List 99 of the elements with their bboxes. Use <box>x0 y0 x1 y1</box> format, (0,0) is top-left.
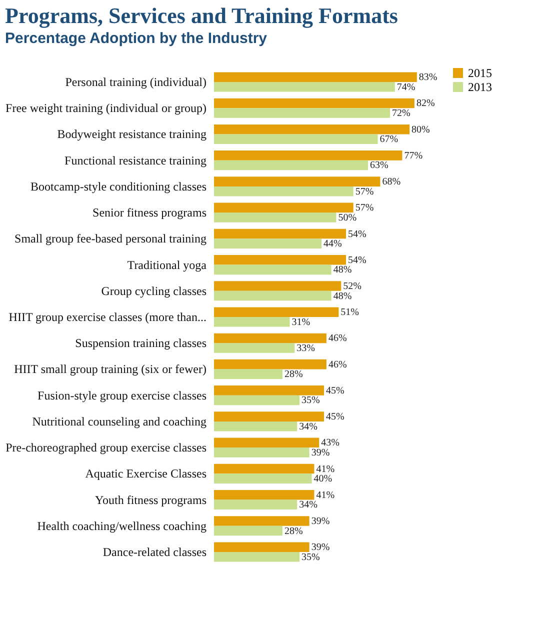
bar <box>214 412 324 422</box>
y-tick-label: Bootcamp-style conditioning classes <box>30 179 207 194</box>
data-label: 48% <box>333 290 352 302</box>
data-label: 77% <box>404 150 423 162</box>
bar <box>214 124 410 134</box>
bar <box>214 386 324 396</box>
bar <box>214 98 414 108</box>
data-label: 34% <box>299 421 318 432</box>
bar <box>214 438 320 448</box>
data-label: 39% <box>311 447 330 458</box>
data-label: 83% <box>418 72 438 84</box>
data-label: 72% <box>392 108 410 120</box>
data-label: 54% <box>348 254 366 266</box>
bar <box>214 108 390 118</box>
bar <box>214 343 295 353</box>
y-tick-label: Health coaching/wellness coaching <box>37 518 206 533</box>
bar <box>214 176 380 186</box>
y-tick-label: Pre-choreographed group exercise classes <box>6 440 207 455</box>
bar <box>214 281 342 291</box>
legend-label: 2013 <box>468 80 492 94</box>
bar <box>214 359 326 370</box>
bar <box>214 264 332 275</box>
bar <box>214 82 395 92</box>
data-label: 74% <box>396 82 416 93</box>
bar <box>214 395 300 406</box>
y-tick-label: Nutritional counseling and coaching <box>32 414 206 428</box>
data-label: 35% <box>302 552 320 563</box>
data-label: 28% <box>284 526 303 537</box>
data-label: 67% <box>380 134 398 146</box>
bar <box>214 464 314 474</box>
legend-label: 2015 <box>468 66 492 80</box>
data-label: 39% <box>311 542 330 554</box>
data-label: 54% <box>348 228 366 240</box>
data-label: 51% <box>340 307 360 318</box>
y-tick-label: Bodyweight resistance training <box>57 127 206 142</box>
bar <box>214 134 378 144</box>
y-tick-label: Group cycling classes <box>101 284 207 298</box>
chart-subtitle: Percentage Adoption by the Industry <box>5 30 268 47</box>
y-tick-label: Aquatic Exercise Classes <box>85 466 207 481</box>
data-label: 35% <box>302 395 320 406</box>
data-label: 57% <box>355 186 374 198</box>
bar <box>214 526 282 536</box>
data-label: 41% <box>316 490 335 501</box>
bar <box>214 369 282 380</box>
bar <box>214 160 368 170</box>
y-tick-label: Fusion-style group exercise classes <box>38 388 207 402</box>
bar <box>214 317 290 327</box>
bar <box>214 290 332 301</box>
y-tick-label: Senior fitness programs <box>92 206 207 220</box>
data-label: 31% <box>292 316 310 328</box>
bar <box>214 238 322 248</box>
y-tick-label: Personal training (individual) <box>65 75 206 90</box>
y-tick-label: Youth fitness programs <box>95 492 207 507</box>
y-tick-label: Functional resistance training <box>64 153 206 168</box>
data-label: 41% <box>316 464 335 475</box>
data-label: 46% <box>328 359 347 370</box>
data-label: 45% <box>326 385 344 396</box>
y-tick-label: Small group fee-based personal training <box>14 232 206 246</box>
y-tick-label: HIIT small group training (six or fewer) <box>14 362 206 376</box>
data-label: 44% <box>324 238 342 250</box>
data-label: 28% <box>284 369 303 380</box>
y-tick-label: Suspension training classes <box>75 336 207 350</box>
data-label: 45% <box>326 412 344 423</box>
data-label: 46% <box>328 333 347 344</box>
bar <box>214 448 310 458</box>
y-tick-label: HIIT group exercise classes (more than... <box>8 310 206 324</box>
bar <box>214 552 300 562</box>
data-label: 48% <box>333 264 352 276</box>
y-tick-label: Free weight training (individual or group) <box>6 101 207 116</box>
y-tick-label: Dance-related classes <box>102 544 207 559</box>
bar <box>214 474 312 484</box>
bar <box>214 542 310 552</box>
bar <box>214 72 417 82</box>
bar <box>214 254 346 265</box>
data-label: 34% <box>299 500 318 511</box>
bar <box>214 202 354 213</box>
bar <box>214 490 314 500</box>
data-label: 63% <box>370 160 388 172</box>
bar <box>214 421 298 432</box>
data-label: 57% <box>355 202 374 214</box>
bar <box>214 500 298 510</box>
bar <box>214 212 336 222</box>
data-label: 40% <box>314 474 332 485</box>
bar <box>214 516 310 526</box>
chart-title: Programs, Services and Training Formats <box>5 3 398 28</box>
data-label: 80% <box>412 124 430 136</box>
data-label: 68% <box>382 176 401 188</box>
data-label: 82% <box>416 98 435 110</box>
data-label: 50% <box>338 212 357 224</box>
bar <box>214 333 326 344</box>
data-label: 52% <box>343 280 362 292</box>
bar <box>214 150 402 160</box>
data-label: 43% <box>321 438 340 449</box>
data-label: 33% <box>296 343 316 354</box>
data-label: 39% <box>311 516 330 527</box>
bar <box>214 307 339 317</box>
bar <box>214 228 346 239</box>
bar <box>214 186 354 196</box>
y-tick-label: Traditional yoga <box>127 258 208 272</box>
